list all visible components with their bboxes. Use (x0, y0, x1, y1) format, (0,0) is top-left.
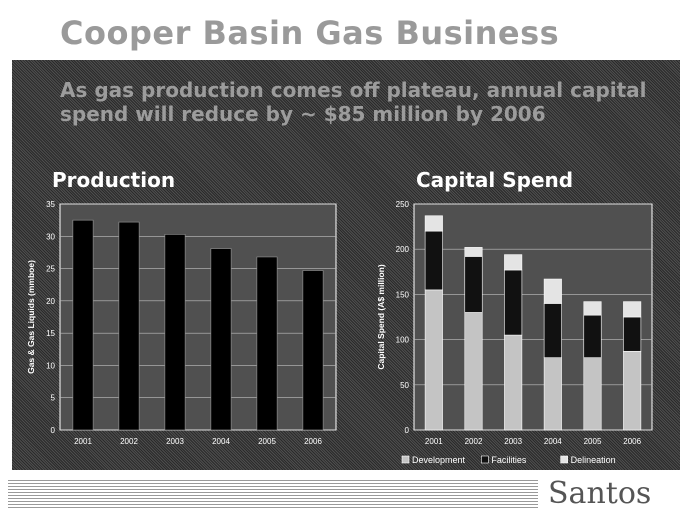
footer-pattern (8, 480, 538, 508)
bar-delineation (623, 301, 642, 318)
bar-development (583, 357, 602, 431)
bar (72, 219, 94, 431)
bar-delineation (424, 215, 443, 232)
y-tick-label: 20 (46, 297, 55, 306)
capital-spend-chart: 0 50 100 150 200 250 2001 2002 2003 2004 2005 2006 C… (376, 200, 653, 465)
production-title: Production (52, 168, 176, 192)
legend-label: Delineation (571, 455, 616, 465)
y-axis-label: Capital Spend (A$ million) (376, 264, 386, 369)
y-axis-label: Gas & Gas Liquids (mmboe) (26, 260, 36, 374)
bar-facilities (424, 230, 443, 291)
bar (302, 270, 324, 431)
plot-area (59, 203, 337, 431)
bar-development (464, 312, 483, 431)
x-tick-label: 2004 (544, 437, 562, 446)
legend-label: Development (412, 455, 466, 465)
y-tick-label: 35 (46, 200, 55, 209)
x-tick-label: 2001 (74, 437, 92, 446)
legend-label: Facilities (491, 455, 527, 465)
x-tick-label: 2004 (212, 437, 230, 446)
y-tick-label: 30 (46, 232, 55, 241)
y-tick-label: 10 (46, 361, 55, 370)
y-tick-label: 0 (405, 426, 410, 435)
plot-area (413, 203, 653, 431)
y-tick-label: 5 (51, 394, 56, 403)
bar (256, 256, 278, 431)
bar (210, 248, 232, 431)
production-chart: 0 5 10 15 20 25 30 35 2001 2002 2003 2004 2005 2006 Ga… (26, 200, 337, 446)
y-tick-label: 25 (46, 265, 55, 274)
bar-delineation (464, 247, 483, 257)
bar-development (543, 357, 562, 431)
footer: Santos (0, 470, 692, 520)
bar-facilities (623, 316, 642, 352)
legend-swatch (560, 455, 568, 464)
x-tick-label: 2005 (258, 437, 276, 446)
brand-logo: Santos (548, 476, 652, 511)
bar-delineation (543, 278, 562, 304)
x-tick-label: 2003 (504, 437, 522, 446)
bar-facilities (583, 314, 602, 358)
bar-development (623, 351, 642, 431)
y-tick-label: 150 (396, 290, 410, 299)
y-tick-label: 50 (400, 381, 409, 390)
legend-swatch (401, 455, 410, 464)
title-bar: Cooper Basin Gas Business (0, 0, 692, 60)
x-tick-label: 2006 (623, 437, 641, 446)
y-tick-label: 15 (46, 329, 55, 338)
bar-delineation (504, 254, 523, 271)
bar (164, 234, 186, 431)
slide-title: Cooper Basin Gas Business (60, 14, 560, 52)
y-tick-label: 100 (396, 336, 410, 345)
legend-swatch (481, 455, 489, 464)
bar-development (504, 334, 523, 431)
x-tick-label: 2005 (584, 437, 602, 446)
y-tick-label: 200 (396, 245, 410, 254)
subtitle: As gas production comes off plateau, ann… (60, 78, 647, 126)
x-tick-label: 2003 (166, 437, 184, 446)
bar-development (424, 289, 443, 431)
y-tick-label: 250 (396, 200, 410, 209)
bar-facilities (504, 269, 523, 336)
bar (118, 221, 140, 431)
x-tick-label: 2006 (304, 437, 322, 446)
x-tick-label: 2002 (120, 437, 138, 446)
bar-facilities (464, 256, 483, 313)
bar-facilities (543, 303, 562, 358)
y-tick-label: 0 (51, 426, 56, 435)
x-tick-label: 2001 (425, 437, 443, 446)
capital-title: Capital Spend (416, 168, 574, 192)
bar-delineation (583, 301, 602, 316)
x-tick-label: 2002 (465, 437, 483, 446)
